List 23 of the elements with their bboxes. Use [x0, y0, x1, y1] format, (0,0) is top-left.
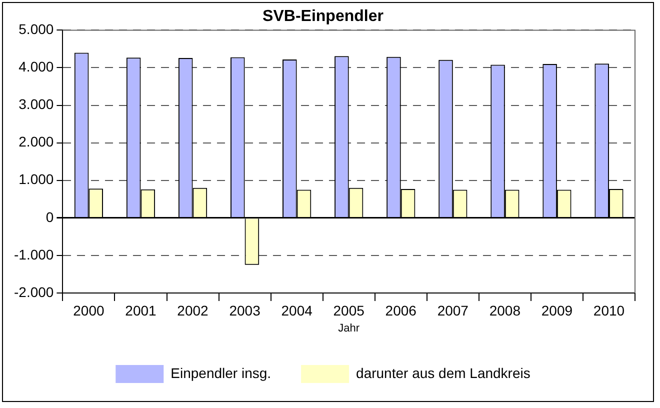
y-tick-label: 3.000	[18, 96, 54, 112]
x-tick-label: 2001	[125, 302, 157, 318]
chart-title: SVB-Einpendler	[262, 8, 384, 26]
x-tick-label: 2010	[593, 302, 625, 318]
x-tick-label: 2003	[229, 302, 261, 318]
x-tick-label: 2007	[437, 302, 469, 318]
legend-label: darunter aus dem Landkreis	[356, 364, 530, 381]
y-tick-label: -1.000	[14, 246, 54, 262]
x-tick-label: 2000	[73, 302, 104, 318]
x-tick-label: 2009	[541, 302, 573, 318]
x-tick-label: 2002	[177, 302, 209, 318]
y-tick-label: 2.000	[18, 134, 54, 150]
y-tick-label: -2.000	[14, 284, 54, 300]
legend-label: Einpendler insg.	[170, 364, 272, 381]
x-tick-label: 2008	[489, 302, 521, 318]
x-tick-label: 2006	[385, 302, 417, 318]
x-tick-label: 2005	[333, 302, 365, 318]
y-tick-label: 1.000	[18, 171, 54, 188]
x-tick-label: 2004	[281, 302, 313, 318]
y-tick-label: 4.000	[18, 58, 54, 75]
x-axis-title: Jahr	[338, 322, 360, 334]
y-tick-label: 5.000	[18, 21, 54, 38]
y-tick-label: 0	[46, 208, 54, 225]
